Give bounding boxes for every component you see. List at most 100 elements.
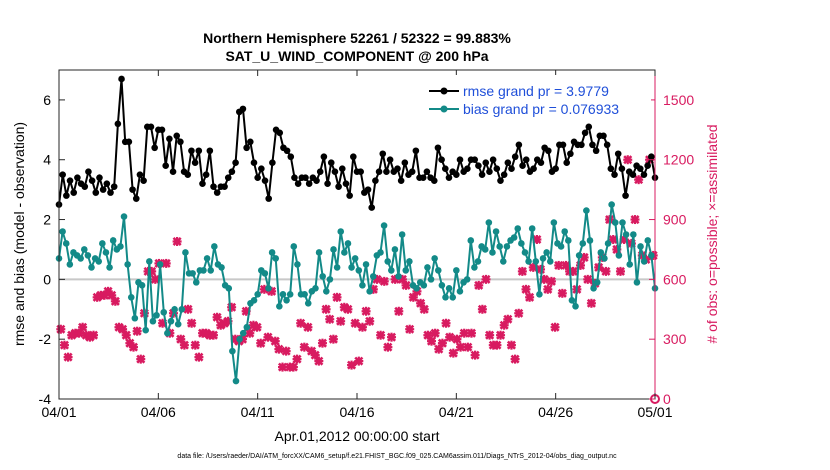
obs-assimilated-marker [463, 342, 473, 352]
rmse-point [169, 168, 177, 175]
x-tick-label: 04/06 [141, 404, 176, 420]
obs-assimilated-marker [586, 298, 596, 308]
rmse-point [316, 168, 324, 175]
obs-assimilated-marker [296, 318, 306, 328]
y2-tick-label: 300 [663, 331, 687, 347]
bias-point [496, 243, 503, 250]
bias-point [337, 228, 345, 235]
y-tick-label: 4 [43, 152, 51, 168]
rmse-point [394, 165, 401, 172]
obs-assimilated-marker [445, 332, 455, 342]
obs-assimilated-marker [405, 324, 415, 334]
bias-point [315, 249, 323, 256]
rmse-point [522, 156, 530, 164]
rmse-point [195, 147, 203, 155]
rmse-point [342, 180, 350, 187]
bias-point [250, 297, 258, 304]
obs-assimilated-marker [525, 292, 535, 302]
bias-point [117, 243, 124, 250]
bias-point [66, 261, 74, 268]
obs-assimilated-marker [583, 274, 593, 284]
legend-rmse-label: rmse grand pr = 3.9779 [463, 83, 609, 99]
bias-point [525, 258, 532, 265]
rmse-point [519, 162, 526, 170]
obs-assimilated-marker [401, 280, 411, 290]
bias-point [232, 377, 240, 385]
bias-point [146, 258, 153, 265]
y-tick-label: -4 [39, 391, 52, 407]
bias-point [171, 305, 178, 313]
rmse-point [364, 186, 372, 193]
rmse-point [132, 195, 140, 202]
bias-point [312, 285, 319, 292]
bias-point [377, 249, 384, 256]
rmse-point [497, 177, 504, 184]
bias-point [174, 320, 182, 328]
obs-assimilated-marker [601, 266, 611, 276]
bias-point [532, 258, 540, 265]
obs-assimilated-marker [510, 354, 520, 364]
obs-assimilated-marker [78, 322, 88, 332]
obs-assimilated-marker [190, 340, 200, 350]
obs-assimilated-marker [288, 362, 298, 372]
obs-assimilated-marker [546, 276, 556, 286]
rmse-point [644, 162, 651, 170]
rmse-point [585, 123, 593, 131]
bias-point [348, 264, 355, 271]
rmse-point [412, 147, 420, 155]
y-tick-label: 2 [43, 212, 51, 228]
rmse-point [74, 174, 81, 181]
y2-tick-label: 1200 [663, 152, 694, 168]
bias-point [207, 267, 215, 274]
obs-assimilated-marker [419, 304, 429, 314]
obs-assimilated-marker [350, 318, 360, 328]
bias-point [322, 288, 330, 295]
bias-point [640, 258, 648, 265]
bias-point [88, 264, 95, 271]
obs-assimilated-marker [379, 276, 389, 286]
rmse-point [537, 159, 545, 167]
bias-point [380, 222, 388, 229]
bias-point [550, 219, 558, 226]
obs-assimilated-marker [517, 266, 527, 276]
rmse-point [379, 150, 387, 158]
rmse-point [147, 123, 155, 131]
rmse-point [191, 159, 199, 167]
bias-point [156, 261, 164, 268]
rmse-point [581, 129, 589, 137]
bias-point [359, 282, 366, 289]
bias-point [604, 240, 612, 247]
rmse-point [648, 153, 655, 161]
bias-point [630, 231, 637, 238]
bias-point [590, 285, 597, 292]
rmse-point [368, 204, 376, 211]
y-tick-label: 6 [43, 92, 51, 108]
rmse-point [603, 141, 611, 149]
bias-point [99, 240, 106, 247]
obs-assimilated-marker [470, 350, 480, 360]
rmse-point [302, 174, 309, 181]
y2-tick-label: 600 [663, 271, 687, 287]
bias-point [239, 329, 247, 337]
rmse-point [59, 171, 66, 178]
obs-assimilated-marker [357, 322, 367, 332]
obs-assimilated-marker [136, 354, 146, 364]
obs-assimilated-marker [437, 338, 447, 348]
bias-point [254, 291, 261, 298]
rmse-point [618, 165, 626, 172]
rmse-point [125, 138, 133, 146]
rmse-point [66, 177, 74, 184]
bias-point [366, 288, 373, 295]
bias-point [62, 240, 70, 247]
bias-point [330, 246, 337, 253]
bias-point [445, 285, 453, 292]
rmse-point [438, 156, 445, 164]
rmse-point [482, 159, 490, 167]
legend-bias-marker [440, 105, 448, 113]
rmse-point [578, 141, 585, 149]
bias-point [138, 282, 146, 289]
bias-point [499, 258, 507, 265]
rmse-point [545, 147, 552, 155]
obs-assimilated-marker [328, 334, 338, 344]
obs-assimilated-marker [365, 316, 375, 326]
